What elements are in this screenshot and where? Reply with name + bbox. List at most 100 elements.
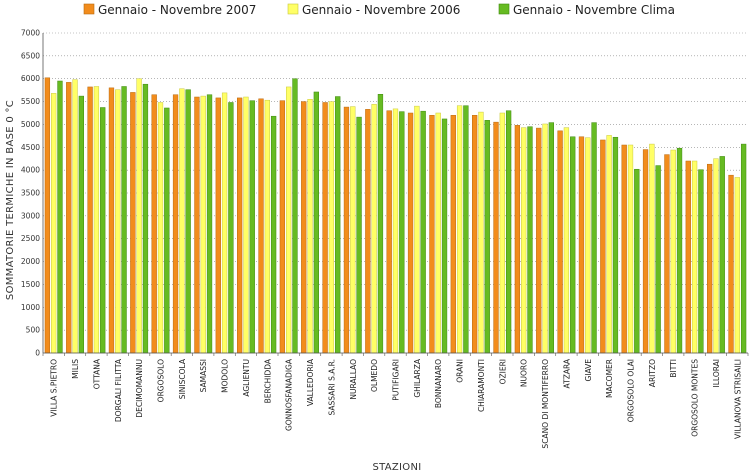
- bar-2007: [258, 98, 264, 354]
- bar-clima: [548, 122, 555, 354]
- bar-2007: [215, 97, 221, 354]
- bar-clima: [100, 107, 106, 354]
- bar-2006: [221, 92, 228, 354]
- x-category-label: CHIARAMONTI: [477, 359, 486, 412]
- bar-clima: [570, 136, 576, 354]
- y-tick-label: 1000: [21, 303, 40, 312]
- y-tick-label: 4500: [21, 143, 40, 152]
- x-category-label: GIAVE: [584, 359, 593, 382]
- bar-2006: [542, 123, 548, 354]
- bar-clima: [612, 136, 619, 354]
- x-category-label: SCANO DI MONTIFERRO: [541, 359, 550, 449]
- bar-2006: [606, 135, 612, 354]
- bar-2006: [350, 106, 356, 354]
- bar-2007: [279, 100, 286, 354]
- bar-2007: [429, 115, 435, 354]
- bar-clima: [78, 95, 84, 354]
- bars: [44, 77, 747, 354]
- legend-swatch-2007: [83, 3, 95, 15]
- bar-2007: [664, 154, 670, 354]
- x-category-label: ORGOSOLO MONTES: [691, 359, 700, 437]
- x-category-label: MODOLO: [221, 359, 230, 393]
- bar-clima: [185, 89, 191, 354]
- bar-2006: [243, 96, 249, 354]
- bar-clima: [270, 115, 277, 354]
- bar-clima: [142, 83, 149, 354]
- bar-clima: [57, 80, 63, 354]
- bar-clima: [698, 169, 704, 354]
- bar-2007: [450, 115, 456, 354]
- bar-2007: [237, 97, 243, 354]
- bar-clima: [164, 107, 170, 354]
- bar-2006: [328, 101, 335, 354]
- bar-clima: [463, 105, 469, 354]
- legend-label-clima: Gennaio - Novembre Clima: [513, 3, 675, 17]
- bar-2006: [115, 89, 121, 354]
- bar-clima: [505, 110, 512, 354]
- x-category-label: ARITZO: [648, 359, 657, 387]
- bar-clima: [484, 120, 490, 354]
- bar-clima: [121, 86, 127, 354]
- bar-2007: [108, 87, 115, 354]
- bar-2007: [642, 149, 649, 354]
- bar-2007: [386, 110, 392, 354]
- bar-2007: [365, 109, 371, 354]
- y-tick-label: 6000: [21, 74, 40, 83]
- bar-2007: [557, 130, 563, 354]
- bar-2006: [521, 127, 527, 354]
- y-tick-label: 4000: [21, 166, 40, 175]
- bar-clima: [676, 147, 683, 354]
- x-category-label: PUTIFIGARI: [392, 359, 401, 401]
- x-category-label: GHILARZA: [413, 358, 422, 397]
- y-axis-title: SOMMATORIE TERMICHE IN BASE 0 °C: [5, 100, 16, 300]
- bar-clima: [591, 122, 597, 354]
- axes: [42, 33, 749, 356]
- bar-2007: [44, 77, 51, 354]
- bar-2006: [478, 111, 484, 354]
- bar-2006: [414, 105, 420, 354]
- x-category-label: OLMEDO: [370, 359, 379, 392]
- bar-clima: [206, 94, 213, 354]
- bar-clima: [719, 156, 725, 354]
- x-category-label: SAMASSI: [199, 359, 208, 392]
- bar-2007: [66, 82, 72, 354]
- bar-2006: [200, 95, 206, 354]
- x-category-label: ATZARA: [562, 358, 571, 388]
- x-category-label: OTTANA: [92, 358, 101, 389]
- bar-2007: [514, 125, 521, 354]
- bar-clima: [441, 118, 448, 354]
- x-category-label: VILLA S.PIETRO: [50, 359, 59, 417]
- bar-2006: [649, 143, 655, 354]
- bar-2006: [51, 93, 57, 354]
- bar-2007: [130, 92, 136, 354]
- x-category-label: OZIERI: [498, 359, 507, 384]
- bar-2007: [685, 160, 691, 354]
- bar-2007: [728, 174, 734, 354]
- bar-2007: [536, 127, 542, 354]
- bar-clima: [655, 165, 661, 354]
- bar-2006: [264, 99, 270, 354]
- x-category-label: ILLORAI: [712, 359, 721, 387]
- bar-2007: [151, 94, 157, 354]
- x-category-label: MILIS: [71, 359, 80, 379]
- x-category-label: BERCHIDDA: [263, 358, 272, 403]
- y-tick-label: 3500: [21, 189, 40, 198]
- bar-2006: [93, 86, 100, 354]
- bar-2006: [585, 137, 591, 354]
- bar-2007: [322, 102, 328, 354]
- y-tick-label: 5000: [21, 120, 40, 129]
- bar-2006: [670, 149, 676, 354]
- y-tick-label: 500: [26, 326, 41, 335]
- bar-2007: [87, 86, 93, 354]
- x-category-label: ORGOSOLO: [157, 359, 166, 402]
- x-category-label: VILLANOVA STRISAILI: [733, 359, 742, 439]
- legend-label-2007: Gennaio - Novembre 2007: [98, 3, 256, 17]
- x-category-label: NURALLAO: [349, 359, 358, 400]
- bar-2007: [343, 106, 350, 354]
- bar-2007: [707, 163, 713, 354]
- bar-2006: [136, 78, 142, 354]
- bar-2006: [627, 144, 634, 354]
- x-axis-title: STAZIONI: [372, 462, 421, 473]
- bar-2007: [493, 121, 499, 354]
